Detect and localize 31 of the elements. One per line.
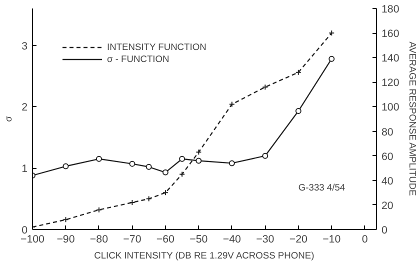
y2-tick-label: 20 bbox=[382, 200, 394, 212]
x-tick-label: −70 bbox=[123, 234, 142, 246]
y-tick-label: 0 bbox=[22, 224, 28, 236]
x-tick-label: −100 bbox=[20, 234, 45, 246]
legend-label: INTENSITY FUNCTION bbox=[107, 42, 206, 52]
y-axis-title: σ bbox=[4, 116, 14, 122]
x-tick-label: −40 bbox=[222, 234, 242, 246]
y2-tick-label: 0 bbox=[382, 224, 388, 236]
x-tick-label: 0 bbox=[362, 234, 368, 246]
annotation: G-333 4/54 bbox=[298, 182, 346, 193]
y2-tick-label: 60 bbox=[382, 150, 394, 163]
x-tick-label: −30 bbox=[256, 234, 274, 246]
x-tick-label: −60 bbox=[156, 234, 175, 246]
y2-tick-label: 40 bbox=[382, 175, 394, 188]
x-tick-label: −10 bbox=[322, 234, 341, 246]
x-tick-label: −50 bbox=[190, 234, 208, 246]
x-tick-label: −20 bbox=[289, 234, 308, 246]
y2-tick-label: 80 bbox=[382, 126, 394, 138]
y-tick-label: 2 bbox=[22, 102, 28, 114]
y-tick-label: 3 bbox=[22, 40, 28, 52]
legend-label: σ - FUNCTION bbox=[107, 54, 170, 64]
y2-tick-label: 120 bbox=[382, 77, 400, 90]
x-tick-label: −90 bbox=[56, 234, 75, 246]
x-axis-title: CLICK INTENSITY (DB RE 1.29V ACROSS PHONE) bbox=[94, 250, 314, 260]
y2-axis-title: AVERAGE RESPONSE AMPLITUDE bbox=[407, 42, 418, 196]
y2-tick-label: 100 bbox=[382, 102, 400, 114]
y2-tick-label: 140 bbox=[382, 52, 400, 65]
y-tick-label: 1 bbox=[22, 163, 28, 176]
y2-tick-label: 160 bbox=[382, 28, 400, 40]
y2-tick-label: 180 bbox=[382, 4, 400, 16]
x-tick-label: −80 bbox=[90, 234, 108, 246]
